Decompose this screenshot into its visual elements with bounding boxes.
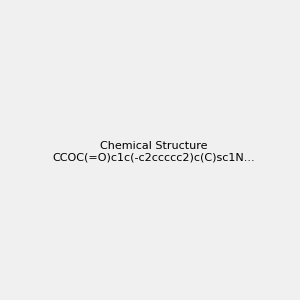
Text: Chemical Structure
CCOC(=O)c1c(-c2ccccc2)c(C)sc1N...: Chemical Structure CCOC(=O)c1c(-c2ccccc2… <box>52 141 255 162</box>
